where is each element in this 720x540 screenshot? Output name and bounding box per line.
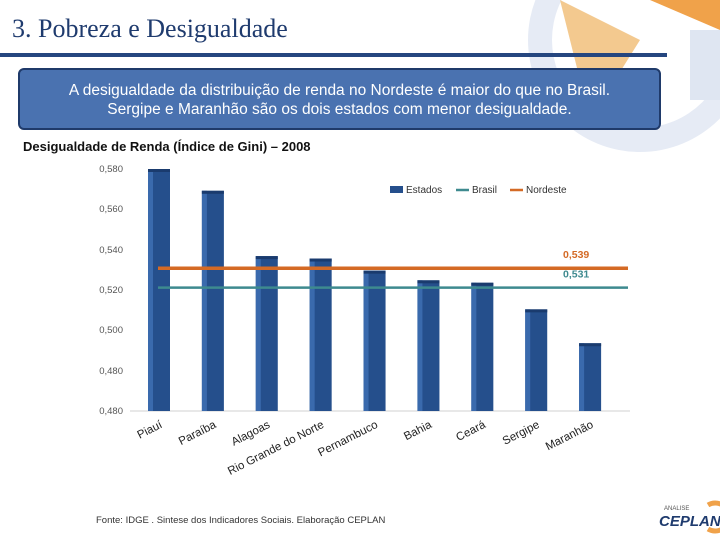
decor-wedge xyxy=(560,0,640,120)
bar-cap xyxy=(579,343,602,347)
x-category-label: Ceará xyxy=(454,419,488,444)
bar-7 xyxy=(471,282,494,411)
x-category-label: Sergipe xyxy=(501,419,542,448)
bar-highlight xyxy=(471,282,477,411)
title-underline xyxy=(0,53,667,57)
bar-highlight xyxy=(363,270,369,411)
bar-highlight xyxy=(579,343,585,411)
bar-cap xyxy=(417,280,440,284)
x-category-label: Alagoas xyxy=(230,419,273,449)
bar-9 xyxy=(579,343,602,411)
bar-cap xyxy=(255,256,278,260)
y-tick-label: 0,580 xyxy=(99,164,123,175)
ceplan-logo-icon xyxy=(706,500,720,534)
bar-highlight xyxy=(255,256,261,411)
ref-label-nordeste: 0,539 xyxy=(563,249,589,261)
bar-cap xyxy=(148,169,170,172)
callout-line-1: A desigualdade da distribuição de renda … xyxy=(68,82,611,99)
y-tick-label: 0,520 xyxy=(99,285,123,296)
bar-cap xyxy=(363,270,386,274)
y-tick-label: 0,480 xyxy=(99,406,123,417)
bar-4 xyxy=(309,258,332,411)
logo-text: CEPLAN xyxy=(659,513,720,530)
bar-highlight xyxy=(148,169,153,411)
bar-cap xyxy=(471,282,494,286)
bar-cap xyxy=(525,309,548,313)
x-category-label: Pernambuco xyxy=(316,419,380,459)
ref-label-brasil: 0,531 xyxy=(563,269,589,281)
y-tick-label: 0,480 xyxy=(99,366,123,377)
bar-3 xyxy=(255,256,278,411)
legend-swatch-estados xyxy=(390,186,403,193)
bar-cap xyxy=(201,190,224,194)
decor-orange-corner xyxy=(650,0,720,30)
logo-small-text: ANALISE xyxy=(664,506,690,512)
callout-box: A desigualdade da distribuição de renda … xyxy=(18,68,661,130)
bar-5 xyxy=(363,270,386,411)
source-note: Fonte: IDGE . Sintese dos Indicadores So… xyxy=(96,515,386,526)
legend-label: Brasil xyxy=(472,185,497,196)
callout-line-2: Sergipe e Maranhão são os dois estados c… xyxy=(107,101,572,118)
decor-block xyxy=(690,30,720,100)
bar-highlight xyxy=(309,258,315,411)
x-category-label: Rio Grande do Norte xyxy=(226,419,326,478)
x-category-label: Maranhão xyxy=(544,419,596,453)
logo-arc xyxy=(706,500,720,534)
bar-2 xyxy=(201,190,224,411)
chart-title: Desigualdade de Renda (Índice de Gini) –… xyxy=(23,139,311,154)
bar-1 xyxy=(148,169,170,411)
bar-highlight xyxy=(417,280,423,411)
bar-6 xyxy=(417,280,440,411)
y-tick-label: 0,500 xyxy=(99,325,123,336)
bar-8 xyxy=(525,309,548,411)
y-tick-label: 0,540 xyxy=(99,245,123,256)
legend-label: Nordeste xyxy=(526,185,567,196)
x-category-label: Piauí xyxy=(136,419,166,442)
bar-highlight xyxy=(525,309,531,411)
x-category-label: Bahia xyxy=(402,419,434,443)
y-tick-label: 0,560 xyxy=(99,204,123,215)
legend-label: Estados xyxy=(406,185,442,196)
page-title: 3. Pobreza e Desigualdade xyxy=(12,14,288,43)
x-category-label: Paraíba xyxy=(177,419,219,448)
bar-cap xyxy=(309,258,332,262)
bar-highlight xyxy=(201,190,207,411)
